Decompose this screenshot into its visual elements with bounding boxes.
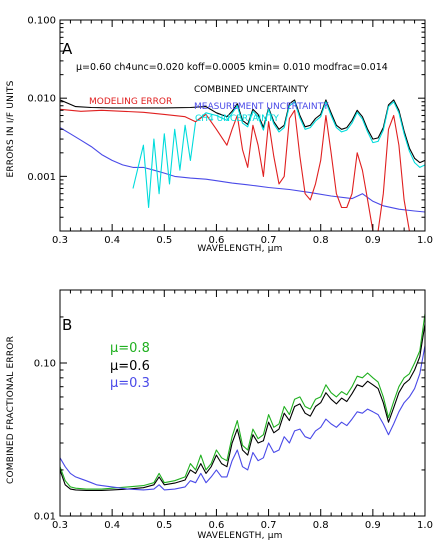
- x-tick-label: 0.5: [156, 235, 172, 246]
- series-line-b-2: [60, 345, 425, 491]
- panel-b-xlabel: WAVELENGTH, μm: [197, 531, 282, 541]
- legend-label: μ=0.6: [110, 359, 150, 374]
- y-tick-label: 0.100: [27, 16, 56, 27]
- panel-b: B WAVELENGTH, μm COMBINED FRACTIONAL ERR…: [6, 316, 282, 541]
- plot-frame: [59, 289, 426, 517]
- legend-label: μ=0.8: [110, 341, 150, 356]
- x-tick-label: 0.6: [208, 520, 224, 531]
- x-tick-label: 0.8: [313, 235, 329, 246]
- x-tick-label: 0.4: [104, 520, 120, 531]
- y-tick-label: 0.010: [27, 94, 56, 105]
- x-tick-label: 0.7: [261, 520, 277, 531]
- x-tick-label: 1.0: [417, 235, 433, 246]
- panel-b-ylabel: COMBINED FRACTIONAL ERROR: [6, 336, 16, 484]
- x-tick-label: 0.3: [52, 235, 68, 246]
- legend-label: CH4 UNCERTAINTY: [195, 114, 279, 124]
- x-tick-label: 0.7: [261, 235, 277, 246]
- x-tick-label: 1.0: [417, 520, 433, 531]
- x-tick-label: 0.9: [365, 520, 381, 531]
- panel-a-plot: 0.3 0.4 0.5 0.6 0.7 0.8 0.9 1.0 0.001 0.010 0.100 C…: [27, 16, 433, 247]
- panel-a-letter: A: [62, 40, 73, 58]
- legend-label: μ=0.3: [110, 376, 150, 391]
- x-tick-label: 0.3: [52, 520, 68, 531]
- legend-label: MEASUREMENT UNCERTAINTY: [194, 102, 329, 112]
- series-line-b-1: [60, 323, 425, 491]
- legend-label: MODELING ERROR: [89, 97, 172, 107]
- panel-a-header: μ=0.60 ch4unc=0.020 koff=0.0005 kmin= 0.…: [76, 62, 388, 73]
- x-tick-label: 0.5: [156, 520, 172, 531]
- panel-a-ylabel: ERRORS IN I/F UNITS: [6, 80, 16, 177]
- plot-frame: [59, 19, 426, 232]
- legend-label: COMBINED UNCERTAINTY: [194, 85, 309, 95]
- x-tick-label: 0.4: [104, 235, 120, 246]
- x-tick-label: 0.9: [365, 235, 381, 246]
- y-tick-label: 0.01: [34, 512, 56, 523]
- y-tick-label: 0.001: [27, 172, 56, 183]
- series-line-b-0: [60, 313, 425, 490]
- series-line-a-2: [132, 101, 425, 209]
- panel-b-letter: B: [62, 316, 72, 334]
- panel-b-plot: 0.3 0.4 0.5 0.6 0.7 0.8 0.9 1.0 0.01 0.10 μ=0.8 μ=0…: [34, 289, 433, 531]
- x-tick-label: 0.6: [208, 235, 224, 246]
- panel-a: μ=0.60 ch4unc=0.020 koff=0.0005 kmin= 0.…: [6, 40, 388, 254]
- y-tick-label: 0.10: [34, 358, 56, 369]
- series-line-a-3: [60, 108, 425, 231]
- panel-a-xlabel: WAVELENGTH, μm: [197, 244, 282, 254]
- x-tick-label: 0.8: [313, 520, 329, 531]
